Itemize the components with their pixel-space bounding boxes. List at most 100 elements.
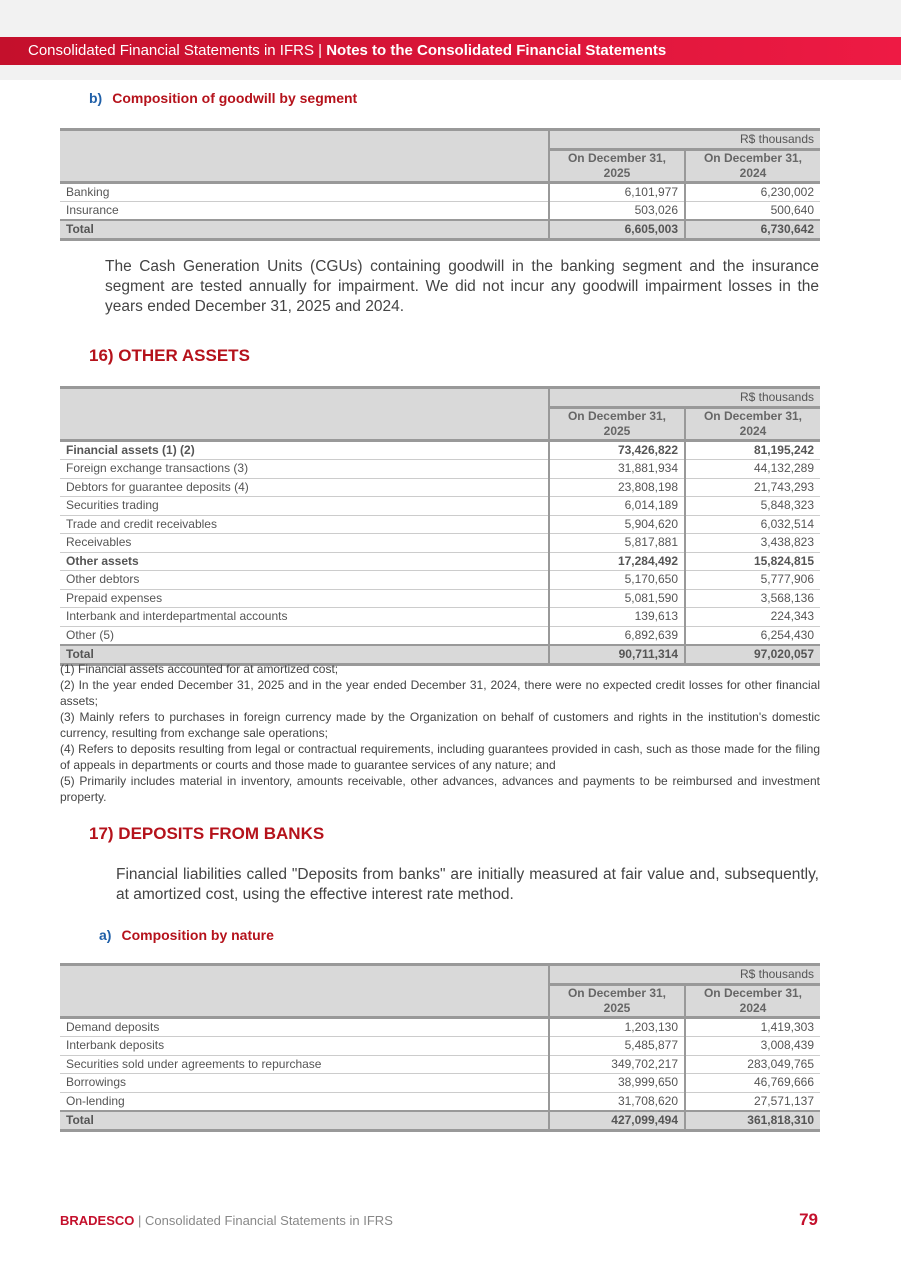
blank-cell — [60, 386, 549, 442]
deposits-paragraph: Financial liabilities called "Deposits f… — [116, 866, 819, 903]
table-row: Borrowings 38,999,650 46,769,666 — [60, 1073, 820, 1093]
row-label: Foreign exchange transactions (3) — [60, 459, 549, 479]
header-section-title: Notes to the Consolidated Financial Stat… — [326, 42, 667, 59]
column-header: On December 31, 2025 — [548, 984, 685, 1019]
row-label: Securities trading — [60, 496, 549, 516]
row-label: Prepaid expenses — [60, 589, 549, 608]
unit-row: R$ thousands — [60, 128, 820, 184]
row-label: Debtors for guarantee deposits (4) — [60, 478, 549, 497]
table-row: Interbank and interdepartmental accounts… — [60, 607, 820, 627]
table-row: Securities sold under agreements to repu… — [60, 1055, 820, 1074]
total-row: Total 427,099,494 361,818,310 — [60, 1109, 820, 1132]
table-row: Interbank deposits 5,485,877 3,008,439 — [60, 1036, 820, 1056]
value-2025: 23,808,198 — [548, 478, 685, 497]
value-2024: 6,032,514 — [684, 515, 820, 534]
value-2024: 15,824,815 — [684, 552, 820, 571]
column-header: On December 31, 2024 — [684, 407, 820, 442]
table-row: Other assets 17,284,492 15,824,815 — [60, 552, 820, 571]
column-header-row: On December 31, 2025 On December 31, 2024 — [60, 984, 820, 1019]
table-row: Prepaid expenses 5,081,590 3,568,136 — [60, 589, 820, 608]
unit-row: R$ thousands — [60, 386, 820, 442]
total-2025: 90,711,314 — [548, 643, 685, 666]
value-2025: 349,702,217 — [548, 1055, 685, 1074]
table-row: On-lending 31,708,620 27,571,137 — [60, 1092, 820, 1111]
value-2025: 73,426,822 — [548, 440, 685, 460]
value-2024: 283,049,765 — [684, 1055, 820, 1074]
row-label: Banking — [60, 182, 549, 202]
row-label: Demand deposits — [60, 1017, 549, 1037]
value-2024: 27,571,137 — [684, 1092, 820, 1111]
footnote: (4) Refers to deposits resulting from le… — [60, 742, 820, 772]
value-2025: 139,613 — [548, 607, 685, 627]
other-assets-table: R$ thousands On December 31, 2025 On Decem… — [60, 386, 820, 666]
goodwill-paragraph: The Cash Generation Units (CGUs) contain… — [105, 258, 819, 315]
value-2024: 5,848,323 — [684, 496, 820, 516]
column-header: On December 31, 2025 — [548, 407, 685, 442]
header-sep: | — [313, 42, 327, 59]
table-row: Demand deposits 1,203,130 1,419,303 — [60, 1017, 820, 1037]
table-row: Insurance 503,026 500,640 — [60, 201, 820, 221]
value-2024: 81,195,242 — [684, 440, 820, 460]
value-2025: 31,881,934 — [548, 459, 685, 479]
row-label: Other debtors — [60, 570, 549, 590]
row-label: Interbank deposits — [60, 1036, 549, 1056]
value-2025: 1,203,130 — [548, 1017, 685, 1037]
deposits-subtitle: a) Composition by nature — [99, 927, 274, 943]
value-2025: 5,485,877 — [548, 1036, 685, 1056]
row-label: Securities sold under agreements to repu… — [60, 1055, 549, 1074]
unit-row: R$ thousands — [60, 963, 820, 1019]
row-label: Financial assets (1) (2) — [60, 440, 549, 460]
value-2024: 6,254,430 — [684, 626, 820, 645]
footnote: (2) In the year ended December 31, 2025 … — [60, 678, 820, 708]
total-label: Total — [60, 1109, 549, 1132]
table-row: Other debtors 5,170,650 5,777,906 — [60, 570, 820, 590]
goodwill-subtitle: b) Composition of goodwill by segment — [89, 90, 357, 106]
column-header: On December 31, 2025 — [548, 149, 685, 184]
footer-brand: BRADESCO — [60, 1213, 135, 1228]
total-2025: 427,099,494 — [548, 1109, 685, 1132]
value-2024: 3,568,136 — [684, 589, 820, 608]
value-2025: 5,817,881 — [548, 533, 685, 553]
value-2025: 6,014,189 — [548, 496, 685, 516]
unit-label: R$ thousands — [548, 963, 820, 986]
subtitle-text: Composition by nature — [121, 927, 274, 943]
value-2025: 5,904,620 — [548, 515, 685, 534]
value-2025: 503,026 — [548, 201, 685, 221]
value-2025: 31,708,620 — [548, 1092, 685, 1111]
total-label: Total — [60, 219, 549, 241]
header-banner: Consolidated Financial Statements in IFR… — [0, 37, 901, 65]
footnote: (3) Mainly refers to purchases in foreig… — [60, 710, 820, 740]
value-2024: 224,343 — [684, 607, 820, 627]
subtitle-text: Composition of goodwill by segment — [112, 90, 358, 106]
row-label: Borrowings — [60, 1073, 549, 1093]
unit-label: R$ thousands — [548, 128, 820, 151]
total-2025: 6,605,003 — [548, 219, 685, 241]
section-17-heading: 17) DEPOSITS FROM BANKS — [89, 824, 325, 843]
value-2024: 1,419,303 — [684, 1017, 820, 1037]
total-label: Total — [60, 643, 549, 666]
table-row: Financial assets (1) (2) 73,426,822 81,195… — [60, 440, 820, 460]
total-row: Total 6,605,003 6,730,642 — [60, 219, 820, 241]
value-2025: 5,081,590 — [548, 589, 685, 608]
row-label: Insurance — [60, 201, 549, 221]
table-row: Foreign exchange transactions (3) 31,881,… — [60, 459, 820, 479]
row-label: Interbank and interdepartmental accounts — [60, 607, 549, 627]
blank-cell — [60, 963, 549, 1019]
column-header: On December 31, 2024 — [684, 984, 820, 1019]
unit-label: R$ thousands — [548, 386, 820, 409]
header-doc-title: Consolidated Financial Statements in IFR… — [28, 42, 314, 59]
row-label: On-lending — [60, 1092, 549, 1111]
table-row: Receivables 5,817,881 3,438,823 — [60, 533, 820, 553]
table-row: Trade and credit receivables 5,904,620 6,0… — [60, 515, 820, 534]
value-2024: 3,008,439 — [684, 1036, 820, 1056]
value-2024: 5,777,906 — [684, 570, 820, 590]
footer-text: Consolidated Financial Statements in IFR… — [145, 1213, 393, 1228]
value-2024: 500,640 — [684, 201, 820, 221]
other-assets-footnotes: (1) Financial assets accounted for at am… — [60, 661, 820, 805]
value-2025: 6,101,977 — [548, 182, 685, 202]
table-row: Debtors for guarantee deposits (4) 23,808… — [60, 478, 820, 497]
footnote: (5) Primarily includes material in inven… — [60, 774, 820, 804]
page-number: 79 — [799, 1210, 818, 1229]
value-2025: 38,999,650 — [548, 1073, 685, 1093]
value-2025: 17,284,492 — [548, 552, 685, 571]
